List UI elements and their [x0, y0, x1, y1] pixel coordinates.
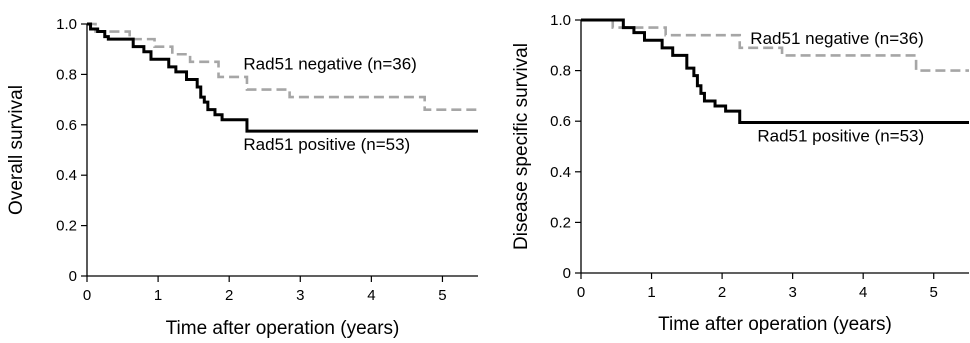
x-tick-label: 4 [859, 284, 867, 301]
x-tick-label: 0 [577, 284, 585, 301]
y-axis-label: Disease specific survival [511, 43, 532, 250]
series-annotation-label: Rad51 negative (n=36) [243, 54, 416, 73]
y-tick-label: 0 [563, 265, 571, 282]
y-tick-label: 0.6 [550, 113, 571, 130]
series-line-rad51-positive [581, 18, 969, 124]
x-tick-label: 1 [647, 284, 655, 301]
series-annotation-label: Rad51 positive (n=53) [243, 135, 410, 154]
x-tick-label: 3 [296, 287, 304, 304]
x-tick-label: 5 [438, 287, 446, 304]
y-tick-label: 0 [69, 268, 77, 285]
y-tick-label: 1.0 [550, 12, 571, 29]
series-line-rad51-negative [87, 22, 478, 111]
y-tick-label: 0.8 [550, 63, 571, 80]
x-axis-label: Time after operation (years) [166, 318, 400, 339]
x-tick-label: 5 [930, 284, 938, 301]
y-tick-label: 0.4 [56, 167, 77, 184]
y-tick-label: 0.2 [56, 218, 77, 235]
overall-survival-panel: 0 0.2 0.4 0.6 0.8 1.0 0 1 2 3 4 5 Time after operati… [6, 16, 478, 339]
x-tick-label: 4 [367, 287, 375, 304]
x-tick-label: 3 [788, 284, 796, 301]
y-axis-label: Overall survival [6, 85, 27, 215]
x-tick-label: 0 [83, 287, 91, 304]
x-tick-label: 2 [718, 284, 726, 301]
series-line-rad51-negative [581, 18, 969, 72]
y-tick-label: 1.0 [56, 16, 77, 33]
y-tick-label: 0.2 [550, 214, 571, 231]
series-annotation-label: Rad51 positive (n=53) [757, 126, 924, 145]
x-axis-label: Time after operation (years) [658, 314, 892, 335]
y-tick-label: 0.6 [56, 117, 77, 134]
y-tick-label: 0.8 [56, 66, 77, 83]
x-tick-label: 1 [154, 287, 162, 304]
y-tick-label: 0.4 [550, 164, 571, 181]
disease-specific-survival-panel: 0 0.2 0.4 0.6 0.8 1.0 0 1 2 3 4 5 Time after operati… [511, 12, 969, 335]
series-annotation-label: Rad51 negative (n=36) [750, 29, 923, 48]
series-line-rad51-positive [87, 22, 478, 133]
x-tick-label: 2 [225, 287, 233, 304]
